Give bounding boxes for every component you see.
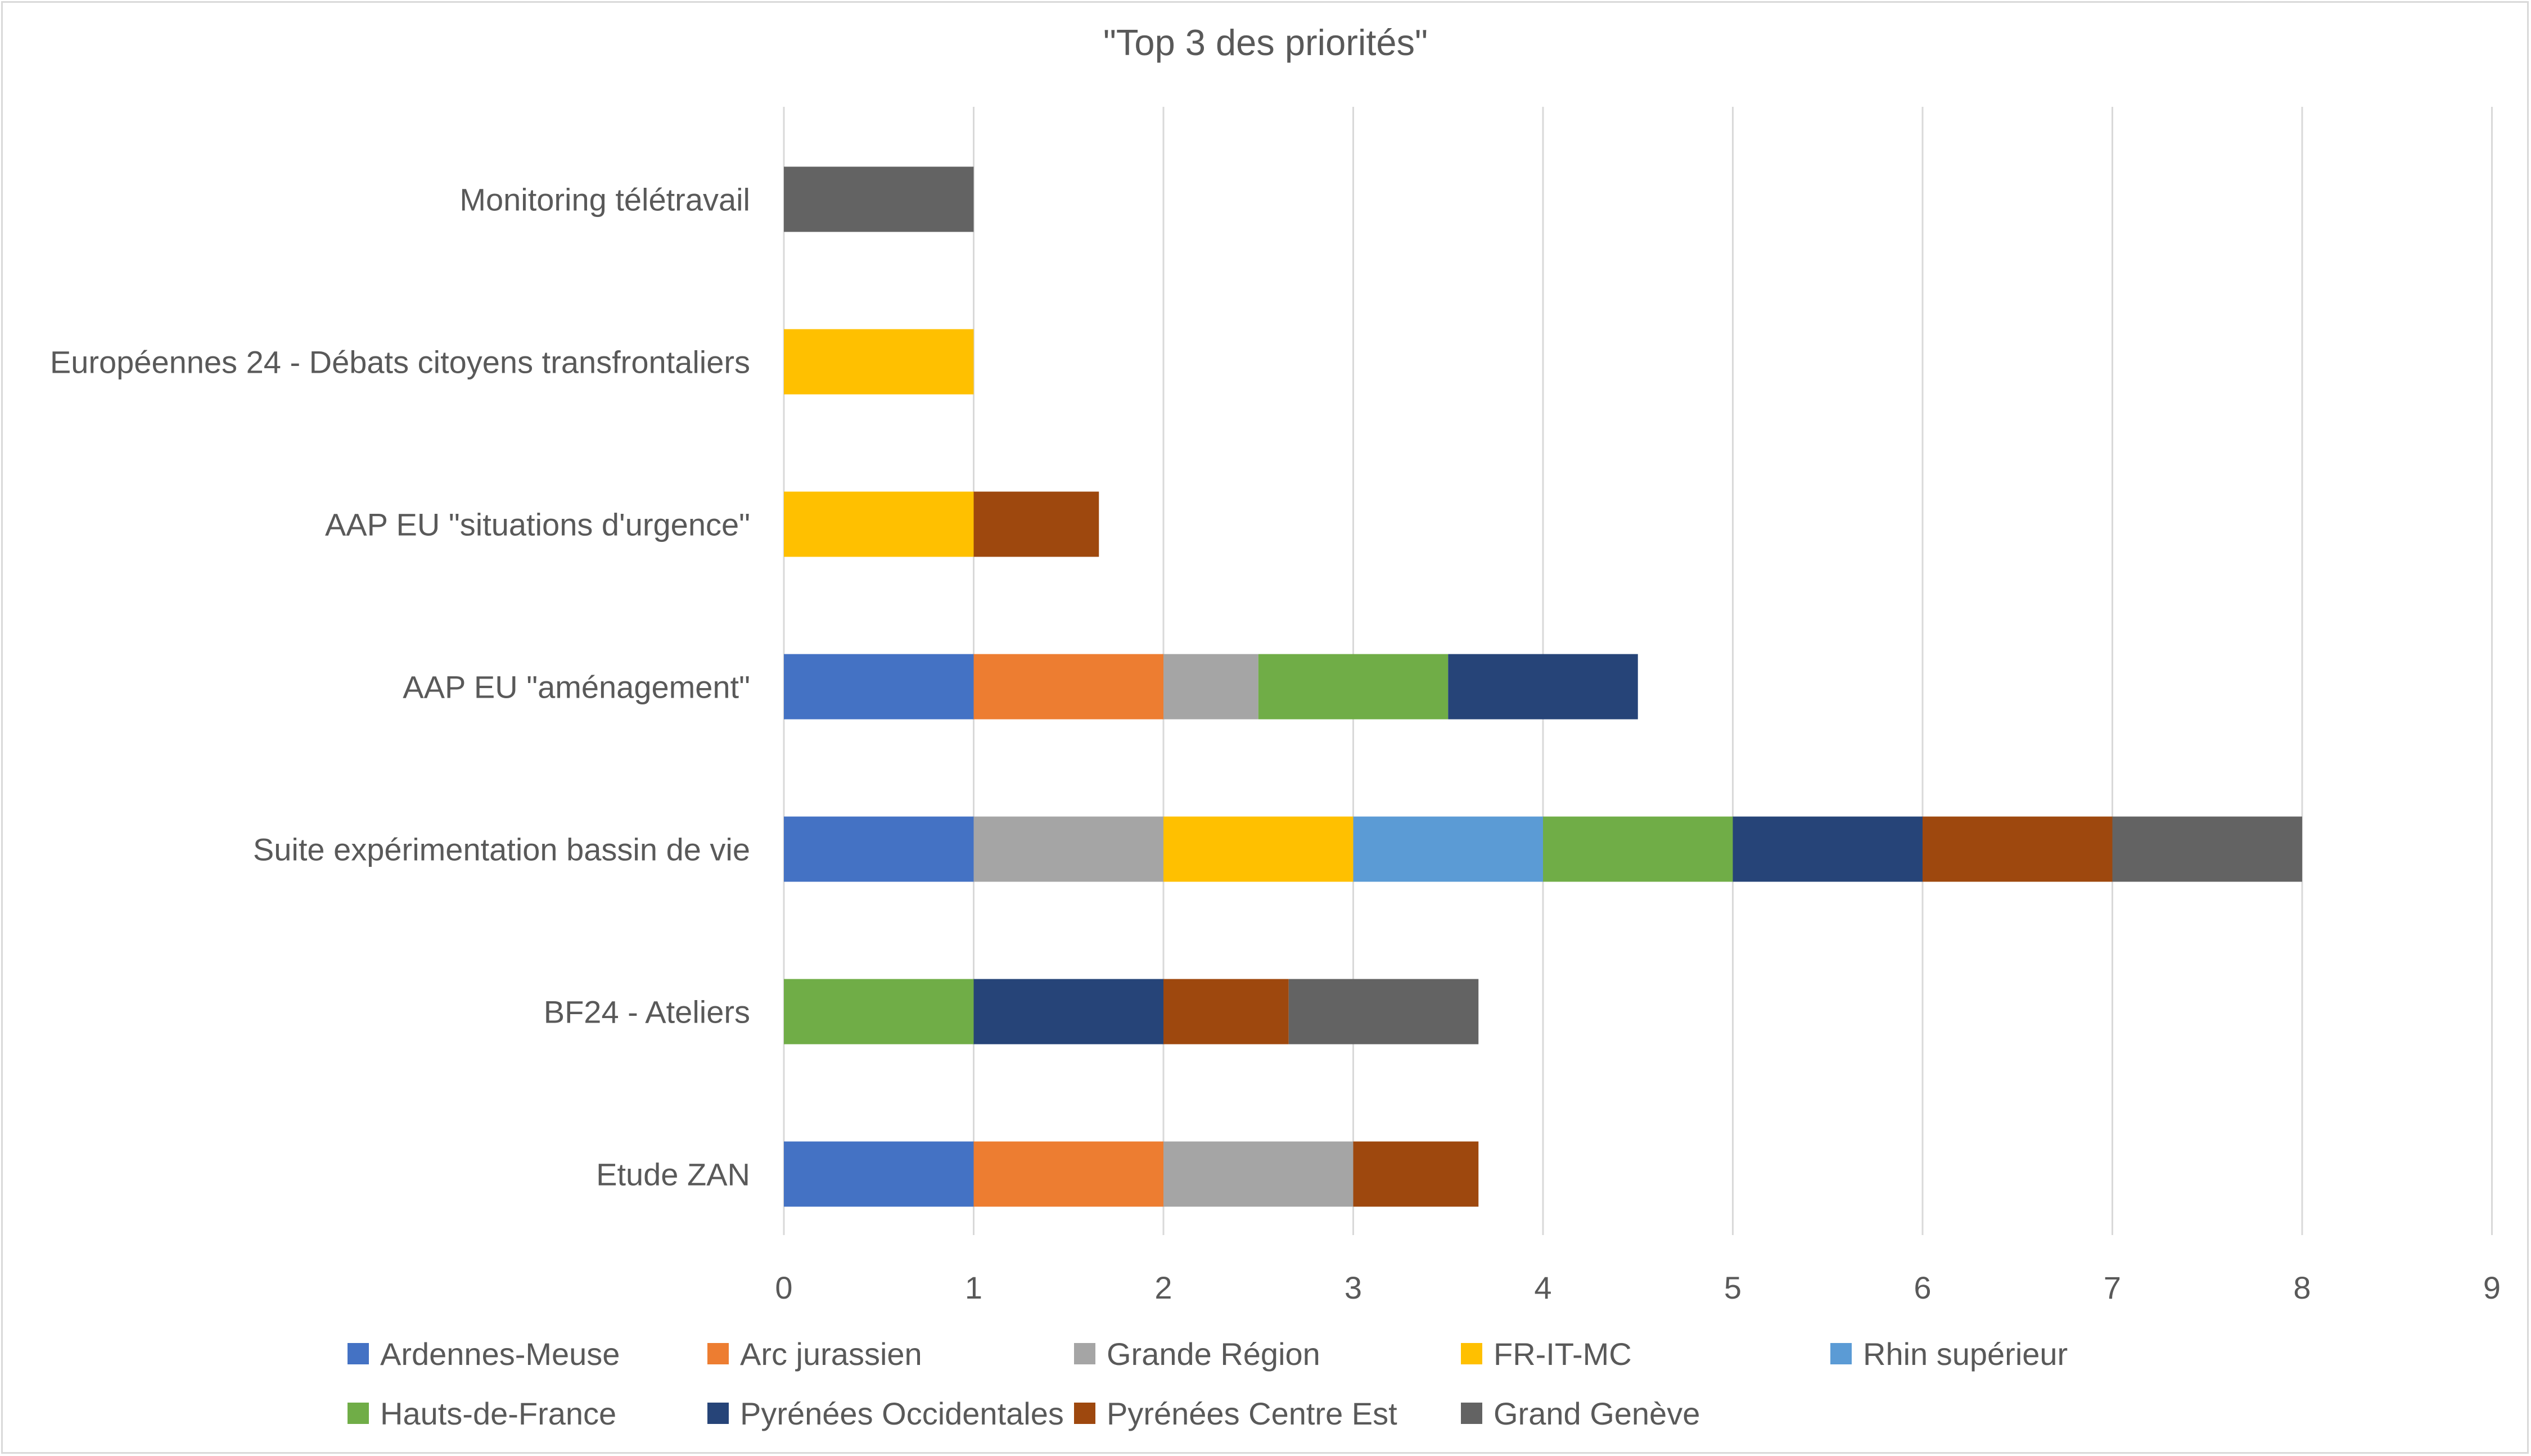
bar-segment — [973, 1141, 1163, 1207]
bar-segment — [1163, 654, 1258, 720]
category-label: AAP EU "aménagement" — [403, 670, 750, 705]
category-label: Suite expérimentation bassin de vie — [253, 832, 750, 867]
bar-segment — [1163, 979, 1289, 1044]
bar-segment — [973, 654, 1163, 720]
bar-segment — [1163, 1141, 1354, 1207]
bar-segment — [1733, 816, 1923, 882]
bar-segment — [784, 329, 974, 395]
bar-segment — [784, 979, 974, 1044]
bar-segment — [1353, 1141, 1479, 1207]
bar-segment — [784, 816, 974, 882]
bar-segment — [2112, 816, 2302, 882]
bar-segment — [1258, 654, 1449, 720]
bar-segment — [784, 654, 974, 720]
x-tick-label: 4 — [1534, 1270, 1551, 1305]
bar-segment — [1923, 816, 2113, 882]
bar-segment — [973, 816, 1163, 882]
category-label: BF24 - Ateliers — [544, 994, 750, 1030]
x-tick-label: 2 — [1154, 1270, 1172, 1305]
category-label: AAP EU "situations d'urgence" — [325, 507, 750, 542]
bar-segment — [1353, 816, 1543, 882]
x-tick-label: 9 — [2483, 1270, 2501, 1305]
bar-segment — [973, 979, 1163, 1044]
category-label: Européennes 24 - Débats citoyens transfr… — [50, 345, 750, 380]
chart-title: "Top 3 des priorités" — [1103, 22, 1428, 63]
x-tick-label: 3 — [1345, 1270, 1362, 1305]
bar-segment — [784, 1141, 974, 1207]
bar-segment — [1448, 654, 1638, 720]
x-tick-labels: 0 1 2 3 4 5 6 7 8 9 — [775, 1270, 2501, 1305]
bars — [784, 166, 2302, 1207]
category-label: Etude ZAN — [596, 1157, 750, 1192]
bar-segment — [973, 491, 1099, 557]
category-label: Monitoring télétravail — [459, 182, 750, 218]
bar-segment — [1163, 816, 1354, 882]
x-tick-label: 1 — [965, 1270, 982, 1305]
x-tick-label: 7 — [2104, 1270, 2121, 1305]
x-tick-label: 6 — [1914, 1270, 1931, 1305]
bar-segment — [1288, 979, 1479, 1044]
x-tick-label: 5 — [1724, 1270, 1742, 1305]
x-tick-label: 0 — [775, 1270, 792, 1305]
x-tick-label: 8 — [2293, 1270, 2311, 1305]
bar-segment — [784, 491, 974, 557]
bar-segment — [784, 166, 974, 232]
bar-segment — [1543, 816, 1733, 882]
category-labels: Monitoring télétravail Européennes 24 - D… — [50, 182, 750, 1192]
